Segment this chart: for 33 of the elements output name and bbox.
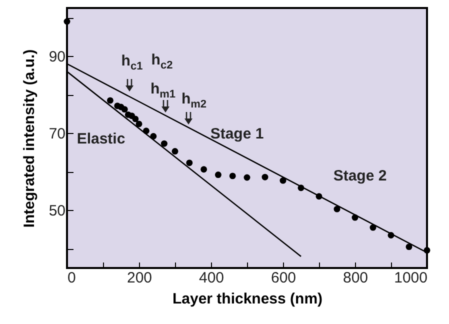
annotation: h$_{m1}$ bbox=[150, 80, 176, 100]
annotation: Elastic bbox=[76, 130, 126, 148]
x-tick-label: 1000 bbox=[394, 270, 428, 286]
x-tick-label: 600 bbox=[270, 270, 296, 286]
point bbox=[136, 120, 142, 128]
point bbox=[121, 106, 128, 113]
point bbox=[214, 172, 222, 178]
point bbox=[64, 18, 70, 25]
annotation: h$_{m2}$ bbox=[181, 90, 207, 110]
point bbox=[229, 172, 236, 180]
point bbox=[172, 148, 178, 155]
point bbox=[334, 206, 340, 212]
x-tick-label: 200 bbox=[126, 270, 152, 286]
x-axis-title: Layer thickness (nm) bbox=[172, 290, 323, 308]
y-tick-label: 90 bbox=[48, 48, 66, 66]
y-axis-title: Integrated intensity (a.u.) bbox=[20, 49, 38, 228]
annotation: h$_{c1}$ bbox=[121, 52, 143, 72]
annotation: Stage 1 bbox=[210, 126, 264, 142]
x-tick-label: 800 bbox=[342, 270, 368, 286]
point bbox=[106, 97, 114, 104]
x-tick-label: 400 bbox=[198, 270, 224, 286]
point bbox=[160, 140, 168, 147]
x-tick-label: 0 bbox=[68, 270, 76, 286]
annotation: Stage 2 bbox=[333, 168, 387, 184]
point bbox=[186, 160, 193, 166]
point bbox=[200, 166, 208, 173]
annotation: h$_{c2}$ bbox=[151, 52, 173, 72]
y-tick-label: 50 bbox=[48, 202, 66, 220]
point bbox=[262, 174, 268, 180]
y-tick-label: 70 bbox=[48, 126, 66, 143]
point bbox=[406, 244, 412, 250]
point bbox=[132, 116, 139, 122]
point bbox=[244, 174, 250, 181]
